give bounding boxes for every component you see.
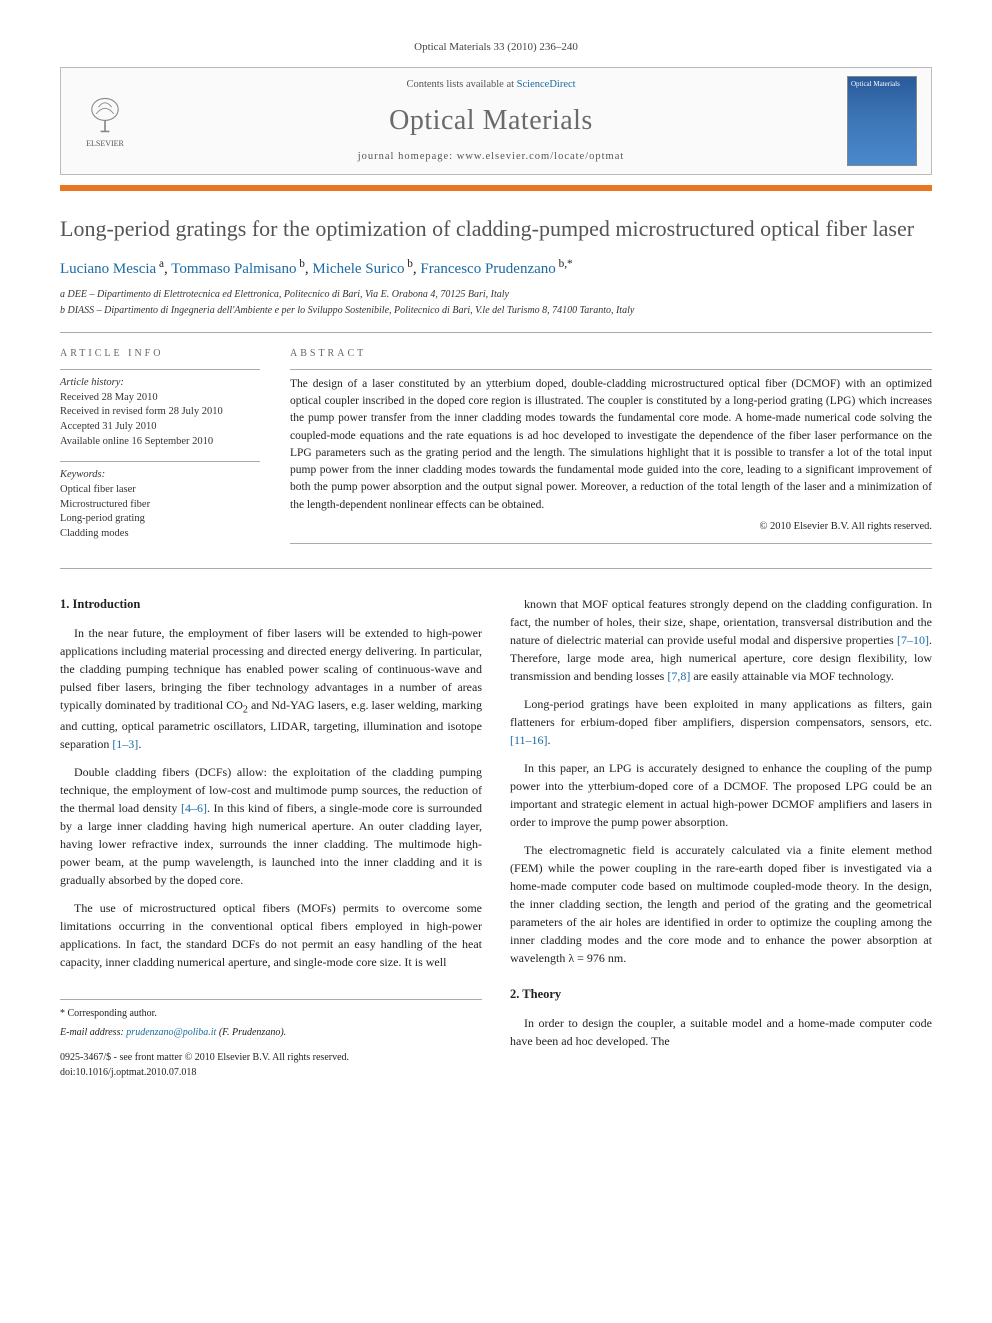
corresponding-author-note: * Corresponding author. bbox=[60, 1006, 482, 1021]
divider-bar bbox=[60, 185, 932, 191]
article-title: Long-period gratings for the optimizatio… bbox=[60, 215, 932, 243]
citation-link[interactable]: [1–3] bbox=[112, 737, 138, 751]
divider bbox=[60, 332, 932, 333]
body-column-left: 1. Introduction In the near future, the … bbox=[60, 595, 482, 1080]
citation-link[interactable]: [4–6] bbox=[181, 801, 207, 815]
keyword: Long-period grating bbox=[60, 512, 260, 527]
section-heading: 1. Introduction bbox=[60, 595, 482, 614]
author-list: Luciano Mescia a, Tommaso Palmisano b, M… bbox=[60, 257, 932, 280]
issn-line: 0925-3467/$ - see front matter © 2010 El… bbox=[60, 1050, 482, 1065]
citation-link[interactable]: [7,8] bbox=[667, 669, 690, 683]
journal-header: ELSEVIER Contents lists available at Sci… bbox=[60, 67, 932, 175]
history-label: Article history: bbox=[60, 376, 260, 391]
keyword: Optical fiber laser bbox=[60, 483, 260, 498]
email-line: E-mail address: prudenzano@poliba.it (F.… bbox=[60, 1025, 482, 1040]
body-paragraph: The electromagnetic field is accurately … bbox=[510, 841, 932, 967]
author-link[interactable]: Michele Surico bbox=[312, 261, 404, 277]
history-item: Received 28 May 2010 bbox=[60, 391, 260, 406]
body-paragraph: Long-period gratings have been exploited… bbox=[510, 695, 932, 749]
email-link[interactable]: prudenzano@poliba.it bbox=[126, 1027, 216, 1038]
body-paragraph: Double cladding fibers (DCFs) allow: the… bbox=[60, 763, 482, 889]
sciencedirect-link[interactable]: ScienceDirect bbox=[517, 79, 576, 90]
elsevier-tree-icon bbox=[83, 94, 127, 138]
journal-cover-thumbnail: Optical Materials bbox=[847, 76, 917, 166]
contents-line: Contents lists available at ScienceDirec… bbox=[135, 78, 847, 93]
history-item: Accepted 31 July 2010 bbox=[60, 420, 260, 435]
body-paragraph: In this paper, an LPG is accurately desi… bbox=[510, 759, 932, 831]
author-link[interactable]: Francesco Prudenzano bbox=[420, 261, 555, 277]
affiliation: a DEE – Dipartimento di Elettrotecnica e… bbox=[60, 288, 932, 302]
affiliation: b DIASS – Dipartimento di Ingegneria del… bbox=[60, 304, 932, 318]
body-column-right: known that MOF optical features strongly… bbox=[510, 595, 932, 1080]
author-link[interactable]: Tommaso Palmisano bbox=[171, 261, 296, 277]
citation-link[interactable]: [11–16] bbox=[510, 733, 548, 747]
abstract-label: ABSTRACT bbox=[290, 347, 932, 361]
doi-line: doi:10.1016/j.optmat.2010.07.018 bbox=[60, 1065, 482, 1080]
abstract-copyright: © 2010 Elsevier B.V. All rights reserved… bbox=[290, 520, 932, 535]
divider bbox=[60, 568, 932, 569]
publisher-name: ELSEVIER bbox=[86, 138, 124, 149]
journal-reference: Optical Materials 33 (2010) 236–240 bbox=[60, 40, 932, 55]
journal-homepage: journal homepage: www.elsevier.com/locat… bbox=[135, 150, 847, 165]
citation-link[interactable]: [7–10] bbox=[897, 633, 929, 647]
abstract-text: The design of a laser constituted by an … bbox=[290, 376, 932, 514]
keyword: Microstructured fiber bbox=[60, 498, 260, 513]
keywords-label: Keywords: bbox=[60, 468, 260, 483]
body-paragraph: In the near future, the employment of fi… bbox=[60, 624, 482, 753]
body-paragraph: The use of microstructured optical fiber… bbox=[60, 899, 482, 971]
author-link[interactable]: Luciano Mescia bbox=[60, 261, 156, 277]
publisher-logo: ELSEVIER bbox=[75, 86, 135, 156]
journal-name: Optical Materials bbox=[135, 101, 847, 140]
history-item: Received in revised form 28 July 2010 bbox=[60, 405, 260, 420]
body-paragraph: known that MOF optical features strongly… bbox=[510, 595, 932, 685]
body-paragraph: In order to design the coupler, a suitab… bbox=[510, 1014, 932, 1050]
history-item: Available online 16 September 2010 bbox=[60, 435, 260, 450]
keyword: Cladding modes bbox=[60, 527, 260, 542]
section-heading: 2. Theory bbox=[510, 985, 932, 1004]
article-info-label: ARTICLE INFO bbox=[60, 347, 260, 361]
